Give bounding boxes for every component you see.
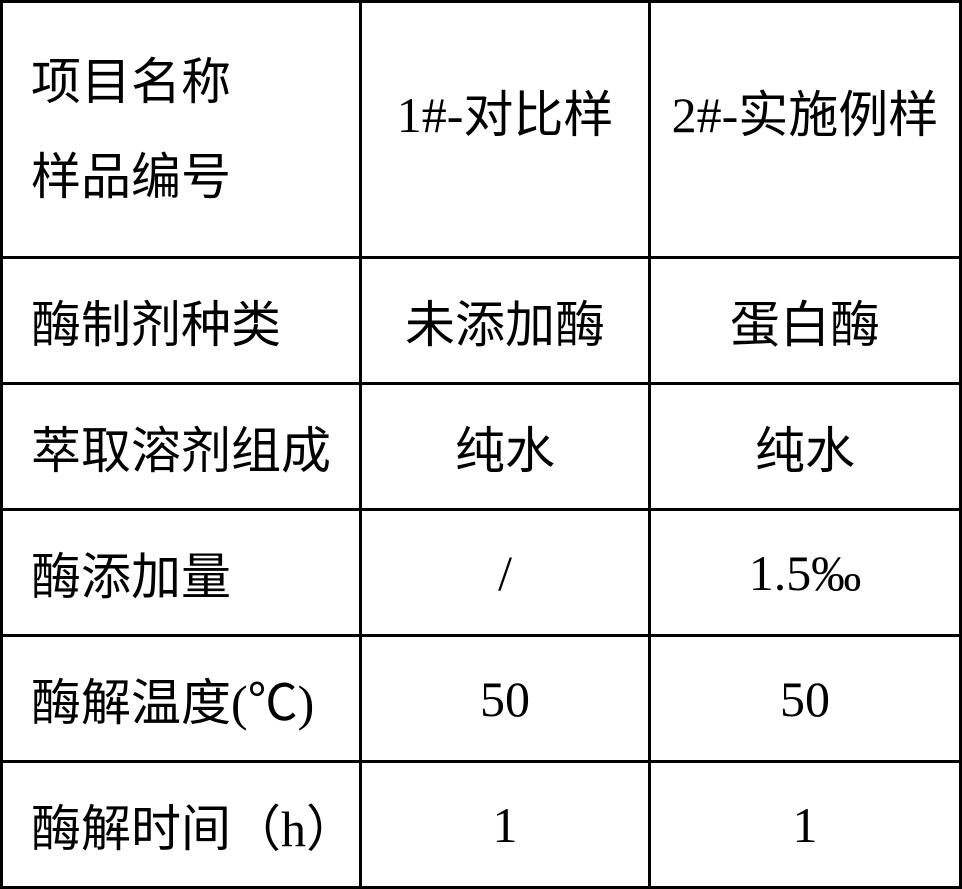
header-label-line2: 样品编号 <box>31 130 339 225</box>
row-label-cell: 萃取溶剂组成 <box>2 384 361 510</box>
row-data-col1: 纯水 <box>455 423 555 479</box>
row-data-col2: 1.5‰ <box>749 545 862 601</box>
header-col2-cell: 2#-实施例样 <box>649 2 960 258</box>
row-data-cell: 50 <box>649 636 960 762</box>
row-data-cell: 1 <box>649 762 960 888</box>
header-label-line1: 项目名称 <box>31 35 339 130</box>
row-label: 酶解温度(℃) <box>31 675 314 731</box>
row-data-col2: 纯水 <box>755 423 855 479</box>
header-col1-text: 1#-对比样 <box>397 87 614 143</box>
row-data-cell: 蛋白酶 <box>649 258 960 384</box>
table-row: 酶添加量 / 1.5‰ <box>2 510 961 636</box>
table-row: 酶制剂种类 未添加酶 蛋白酶 <box>2 258 961 384</box>
row-label: 酶解时间（h） <box>31 801 356 857</box>
row-data-cell: 纯水 <box>649 384 960 510</box>
experiment-comparison-table: 项目名称 样品编号 1#-对比样 2#-实施例样 酶制剂种类 未添加酶 蛋白酶 <box>0 0 962 888</box>
table-row: 酶解温度(℃) 50 50 <box>2 636 961 762</box>
row-data-cell: 纯水 <box>361 384 650 510</box>
row-data-cell: 1 <box>361 762 650 888</box>
table-row: 酶解时间（h） 1 1 <box>2 762 961 888</box>
row-data-col2: 1 <box>792 797 817 853</box>
row-label-cell: 酶解温度(℃) <box>2 636 361 762</box>
row-data-cell: 1.5‰ <box>649 510 960 636</box>
row-data-cell: 未添加酶 <box>361 258 650 384</box>
row-label-cell: 酶添加量 <box>2 510 361 636</box>
row-label-cell: 酶解时间（h） <box>2 762 361 888</box>
data-table: 项目名称 样品编号 1#-对比样 2#-实施例样 酶制剂种类 未添加酶 蛋白酶 <box>0 0 962 889</box>
table-row: 萃取溶剂组成 纯水 纯水 <box>2 384 961 510</box>
row-data-col1: 未添加酶 <box>405 297 605 353</box>
row-data-col1: 50 <box>480 671 530 727</box>
header-col1-cell: 1#-对比样 <box>361 2 650 258</box>
table-header-row: 项目名称 样品编号 1#-对比样 2#-实施例样 <box>2 2 961 258</box>
row-label: 酶添加量 <box>31 549 231 605</box>
row-data-col2: 50 <box>780 671 830 727</box>
row-label-cell: 酶制剂种类 <box>2 258 361 384</box>
row-label: 酶制剂种类 <box>31 297 281 353</box>
row-data-cell: 50 <box>361 636 650 762</box>
header-col2-text: 2#-实施例样 <box>672 87 939 143</box>
row-data-col2: 蛋白酶 <box>730 297 880 353</box>
header-label-cell: 项目名称 样品编号 <box>2 2 361 258</box>
row-data-col1: 1 <box>493 797 518 853</box>
row-data-col1: / <box>498 545 512 601</box>
row-label: 萃取溶剂组成 <box>31 423 331 479</box>
row-data-cell: / <box>361 510 650 636</box>
